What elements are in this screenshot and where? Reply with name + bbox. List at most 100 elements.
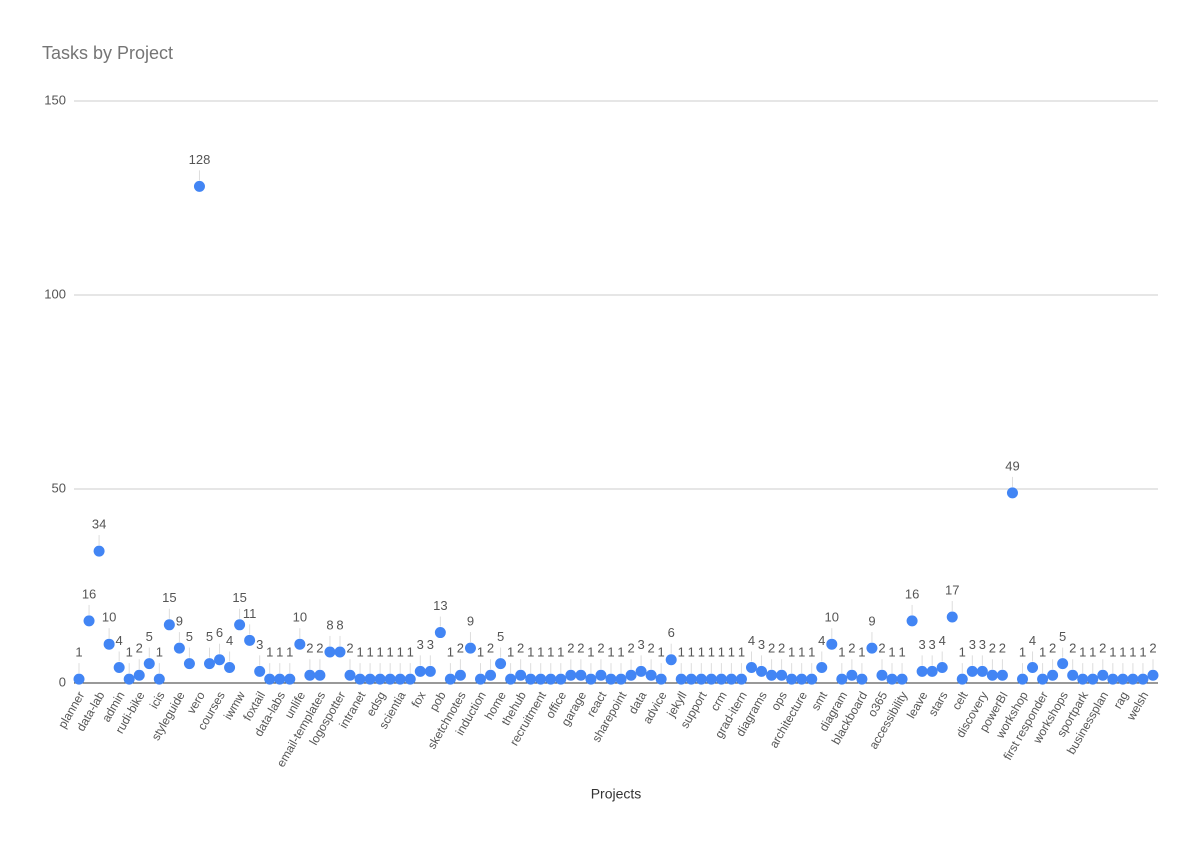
data-label: 3 xyxy=(969,637,976,652)
data-label: 10 xyxy=(293,610,307,625)
data-label: 2 xyxy=(648,641,655,656)
data-label: 1 xyxy=(1139,645,1146,660)
point xyxy=(585,673,597,685)
data-label: 1 xyxy=(738,645,745,660)
point xyxy=(454,669,466,681)
data-label: 1 xyxy=(477,645,484,660)
data-label: 13 xyxy=(433,598,447,613)
data-label: 10 xyxy=(825,610,839,625)
data-label: 2 xyxy=(848,641,855,656)
data-label: 11 xyxy=(243,606,257,621)
point xyxy=(705,673,717,685)
data-label: 6 xyxy=(668,625,675,640)
point xyxy=(183,658,195,670)
point xyxy=(816,661,828,673)
data-label: 49 xyxy=(1005,458,1019,473)
data-label: 2 xyxy=(457,641,464,656)
point xyxy=(635,665,647,677)
point xyxy=(495,658,507,670)
point xyxy=(896,673,908,685)
point xyxy=(414,665,426,677)
point xyxy=(545,673,557,685)
data-label: 1 xyxy=(1129,645,1136,660)
data-label: 1 xyxy=(898,645,905,660)
data-label: 1 xyxy=(547,645,554,660)
point xyxy=(605,673,617,685)
point xyxy=(946,611,958,623)
point xyxy=(746,661,757,673)
data-label: 1 xyxy=(708,645,715,660)
data-label: 1 xyxy=(1089,645,1096,660)
data-label: 5 xyxy=(146,629,153,644)
point xyxy=(464,642,476,654)
data-label: 2 xyxy=(597,641,604,656)
point xyxy=(244,634,256,646)
point xyxy=(404,673,416,685)
point xyxy=(1057,658,1069,670)
point xyxy=(966,665,978,677)
point xyxy=(595,669,607,681)
point xyxy=(1137,673,1149,685)
point xyxy=(565,669,577,681)
point xyxy=(866,642,878,654)
point xyxy=(173,642,185,654)
data-label: 1 xyxy=(75,645,82,660)
chart-title: Tasks by Project xyxy=(42,43,173,63)
point xyxy=(625,669,637,681)
point xyxy=(505,673,517,685)
y-tick-label: 150 xyxy=(44,92,66,107)
point xyxy=(786,673,798,685)
data-label: 1 xyxy=(587,645,594,660)
point xyxy=(1037,673,1049,685)
data-label: 1 xyxy=(557,645,564,660)
point xyxy=(846,669,858,681)
point xyxy=(766,669,778,681)
point xyxy=(936,661,948,673)
data-label: 4 xyxy=(116,633,123,648)
point xyxy=(214,654,226,666)
data-label: 1 xyxy=(377,645,384,660)
data-label: 16 xyxy=(905,586,919,601)
point xyxy=(204,658,215,670)
data-label: 2 xyxy=(316,641,323,656)
point xyxy=(956,673,968,685)
data-label: 8 xyxy=(326,617,333,632)
data-label: 1 xyxy=(698,645,705,660)
data-label: 2 xyxy=(567,641,574,656)
data-label: 128 xyxy=(189,152,211,167)
point xyxy=(73,673,85,685)
point xyxy=(153,673,165,685)
data-label: 3 xyxy=(919,637,926,652)
point xyxy=(1147,669,1159,681)
point xyxy=(163,619,175,631)
point xyxy=(1017,673,1028,685)
data-label: 5 xyxy=(206,629,213,644)
data-label: 2 xyxy=(517,641,524,656)
data-label: 2 xyxy=(778,641,785,656)
point xyxy=(876,669,888,681)
data-label: 4 xyxy=(1029,633,1036,648)
data-label: 6 xyxy=(216,625,223,640)
point xyxy=(685,673,697,685)
data-label: 2 xyxy=(306,641,313,656)
point xyxy=(1117,673,1129,685)
point xyxy=(133,669,145,681)
data-label: 4 xyxy=(818,633,825,648)
data-label: 1 xyxy=(1039,645,1046,660)
point xyxy=(103,638,115,650)
point xyxy=(976,665,988,677)
point xyxy=(344,669,356,681)
data-label: 15 xyxy=(232,590,246,605)
point xyxy=(1067,669,1079,681)
data-label: 1 xyxy=(1019,645,1026,660)
point xyxy=(986,669,998,681)
point xyxy=(926,665,938,677)
point xyxy=(996,669,1008,681)
data-label: 1 xyxy=(788,645,795,660)
data-label: 1 xyxy=(1079,645,1086,660)
data-label: 1 xyxy=(356,645,363,660)
point xyxy=(665,654,677,666)
data-label: 3 xyxy=(256,637,263,652)
data-label: 2 xyxy=(1049,641,1056,656)
